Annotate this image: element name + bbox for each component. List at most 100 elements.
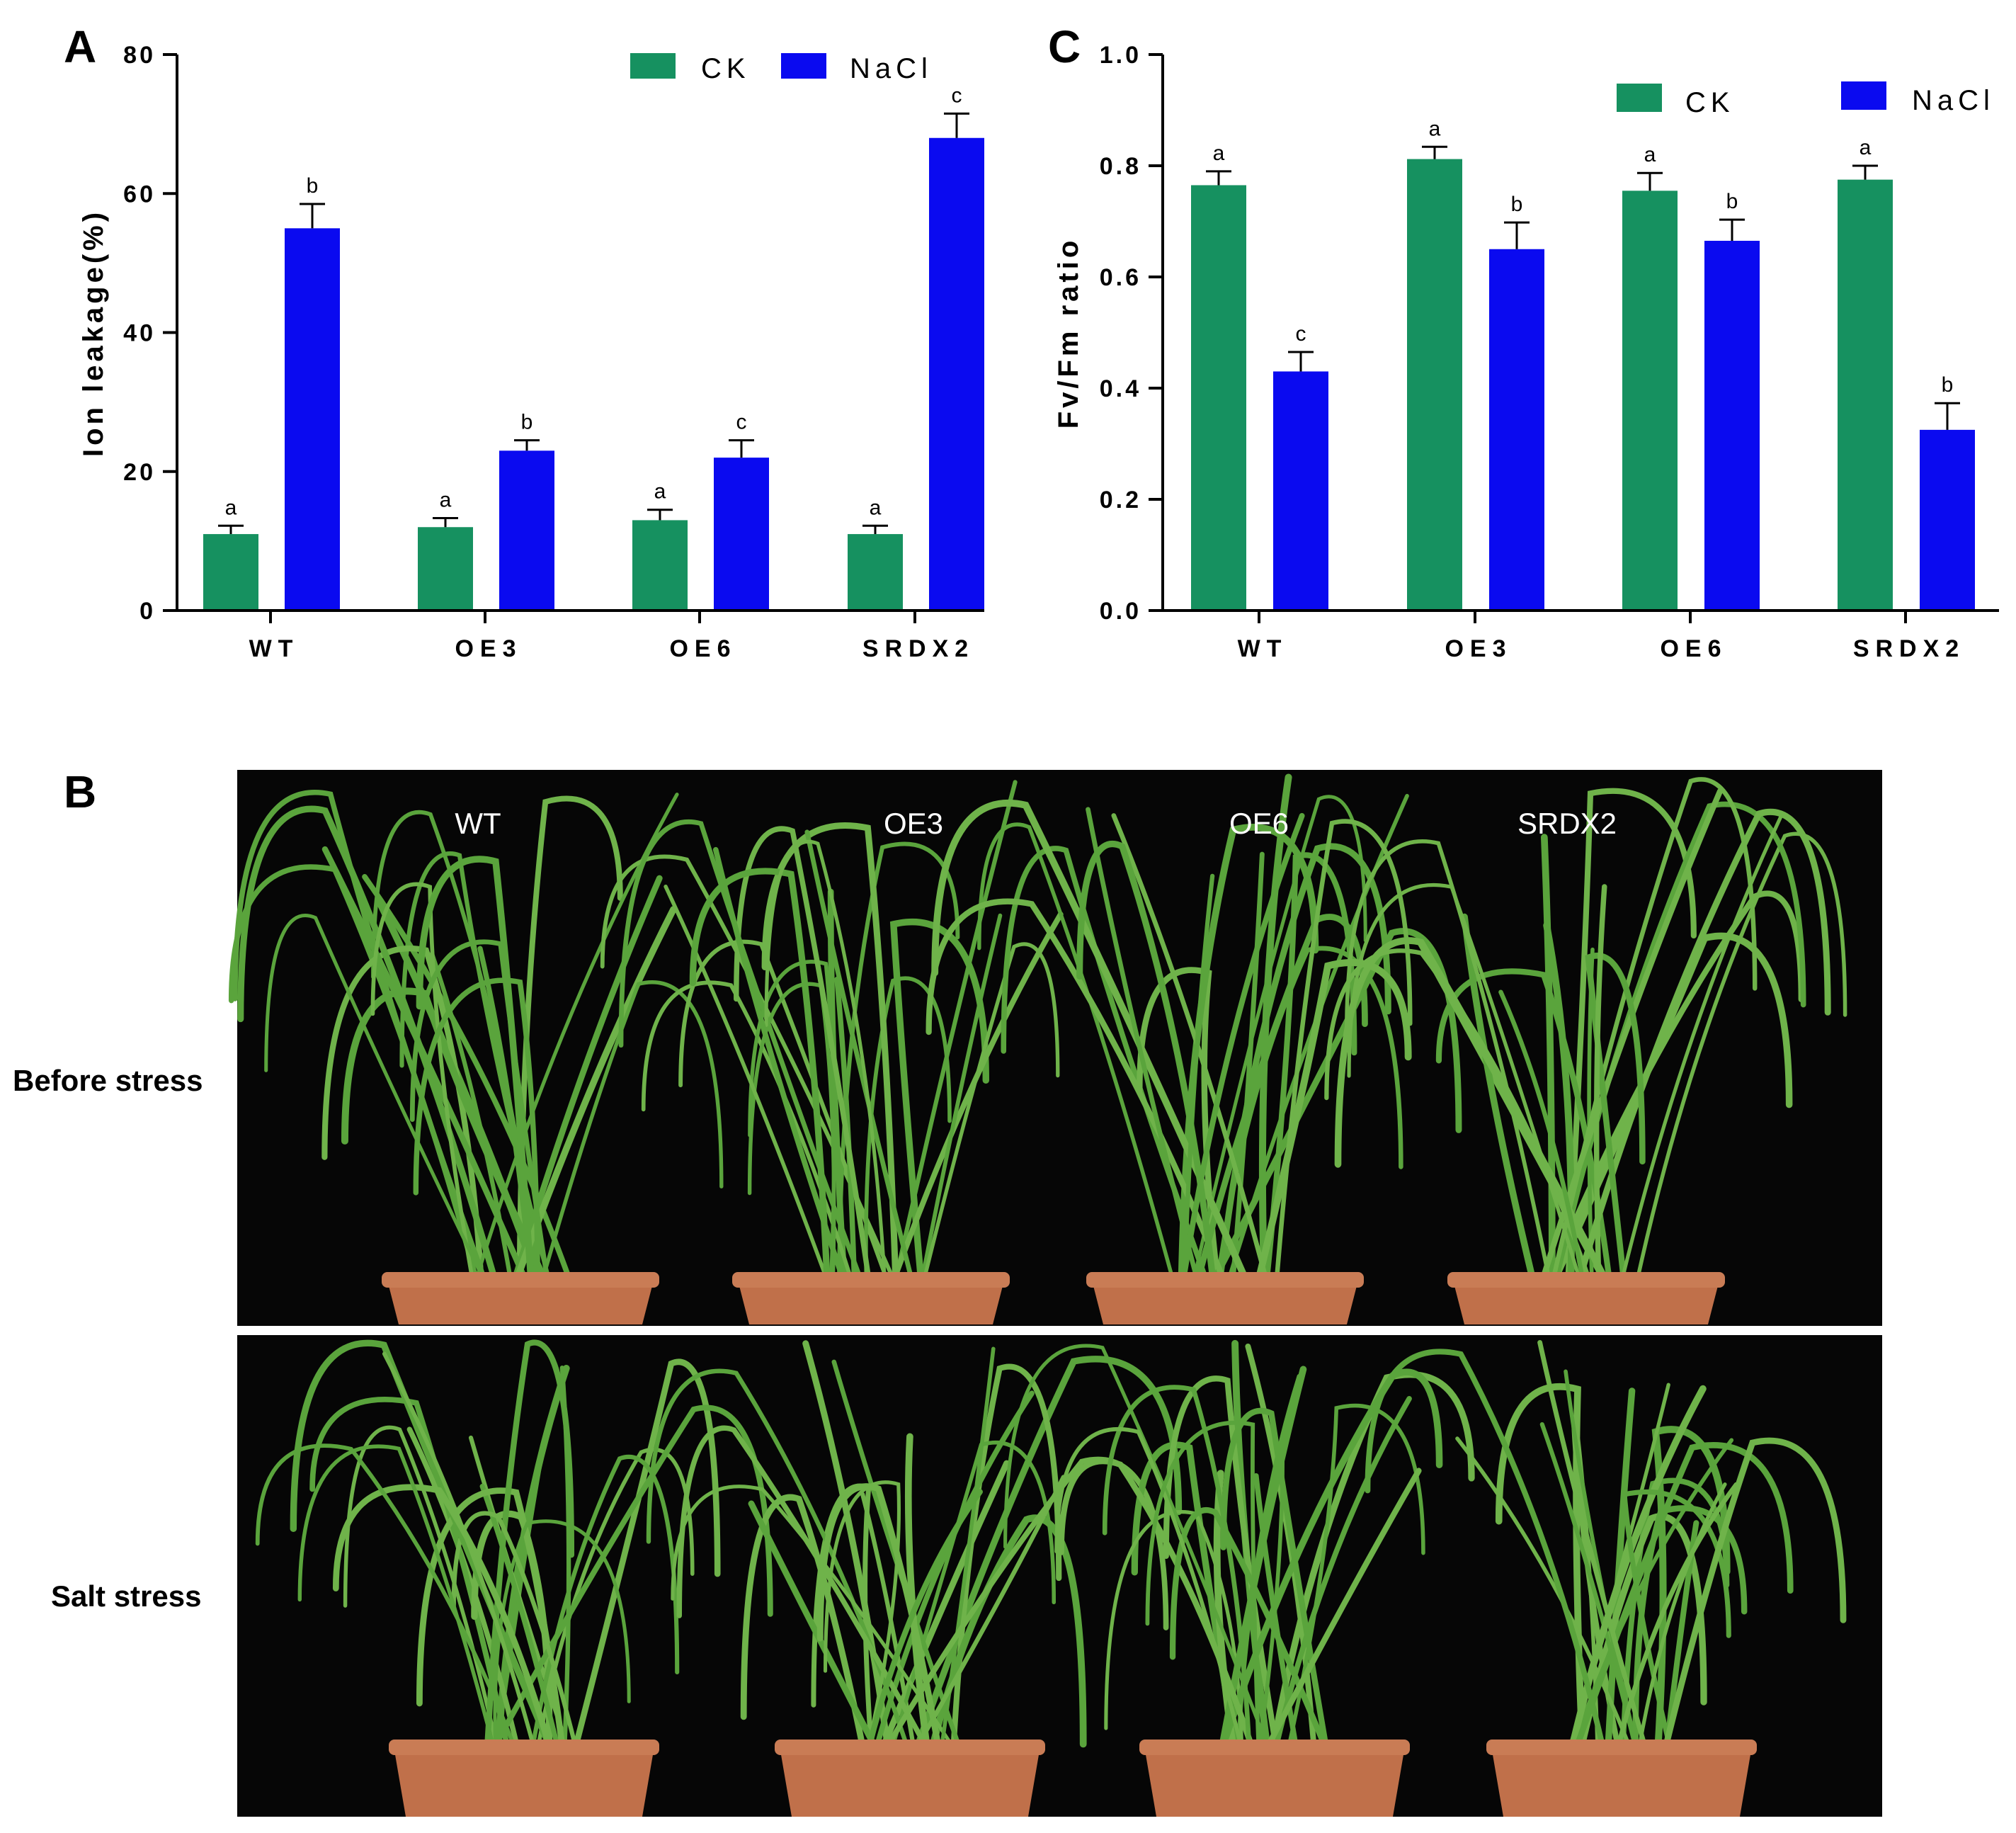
pot-salt-wt-rim [389, 1740, 659, 1755]
x-tick-label-wt: WT [1238, 635, 1288, 662]
y-tick-label: 20 [123, 459, 156, 486]
bar-ck-oe6 [632, 520, 688, 611]
x-tick-label-oe6: OE6 [1660, 635, 1727, 662]
photo-caption-srdx2: SRDX2 [1517, 807, 1617, 840]
bar-ck-oe3 [1407, 159, 1462, 611]
plant-salt-srdx2 [1365, 1339, 1847, 1753]
bar-nacl-srdx2 [1920, 429, 1975, 611]
y-tick-label: 0.8 [1100, 153, 1141, 180]
significance-nacl-oe3: b [1511, 193, 1523, 216]
x-tick-label-oe6: OE6 [669, 635, 736, 662]
legend-swatch-nacl [1841, 81, 1886, 110]
bars-group [203, 137, 984, 611]
significance-nacl-wt: c [1296, 322, 1306, 346]
significance-ck-oe6: a [654, 480, 666, 504]
pot-before-oe3-rim [732, 1272, 1010, 1288]
bar-ck-srdx2 [1838, 179, 1893, 611]
y-tick-label: 1.0 [1100, 42, 1141, 69]
y-ticks-group: 0 20 40 60 80 [123, 42, 177, 625]
bars-group [1191, 159, 1975, 611]
y-tick-label: 0 [139, 598, 156, 625]
legend-swatch-ck [1617, 84, 1662, 112]
x-tick-label-srdx2: SRDX2 [862, 635, 974, 662]
significance-labels-group: a a a a b b c c [225, 84, 962, 519]
y-tick-label: 80 [123, 42, 156, 69]
chart-ion-leakage: a a a a b b c c 0 20 40 60 80 WT OE3 OE6 SRDX2 Ion lea… [78, 42, 984, 662]
photo-caption-oe3: OE3 [884, 807, 943, 840]
row-label-before-stress: Before stress [13, 1064, 203, 1097]
legend-label-ck: CK [701, 53, 751, 84]
significance-nacl-srdx2: b [1942, 373, 1954, 397]
bar-nacl-wt [285, 228, 340, 611]
panel-label-c: C [1048, 21, 1081, 72]
plant-salt-wt [255, 1339, 773, 1753]
plants-illustration [228, 773, 1882, 1817]
bar-ck-srdx2 [848, 534, 903, 611]
y-ticks-group: 0.0 0.2 0.4 0.6 0.8 1.0 [1100, 42, 1163, 625]
bar-ck-wt [1191, 185, 1246, 611]
significance-ck-oe6: a [1644, 143, 1656, 166]
pot-salt-srdx2 [1491, 1742, 1753, 1817]
pot-salt-oe6 [1144, 1742, 1406, 1817]
y-axis-label: Fv/Fm ratio [1053, 237, 1084, 429]
y-tick-label: 60 [123, 181, 156, 208]
bar-ck-oe3 [418, 527, 473, 611]
x-tick-label-wt: WT [249, 635, 300, 662]
pot-salt-oe3-rim [775, 1740, 1045, 1755]
significance-nacl-srdx2: c [952, 84, 962, 107]
legend-swatch-nacl [781, 53, 826, 79]
bar-nacl-srdx2 [929, 137, 984, 611]
panel-label-b: B [64, 766, 96, 817]
x-tick-label-srdx2: SRDX2 [1853, 635, 1965, 662]
x-tick-label-oe3: OE3 [455, 635, 522, 662]
bar-ck-wt [203, 534, 258, 611]
significance-ck-oe3: a [1429, 117, 1441, 140]
plant-salt-oe6 [1003, 1339, 1475, 1753]
pot-salt-oe3 [779, 1742, 1041, 1817]
bar-nacl-oe6 [714, 458, 769, 611]
significance-ck-srdx2: a [870, 496, 882, 519]
plant-before-wt [228, 790, 724, 1286]
significance-ck-wt: a [1213, 142, 1225, 165]
pot-before-srdx2-rim [1447, 1272, 1725, 1288]
legend-label-ck: CK [1685, 87, 1735, 118]
bar-nacl-oe3 [1489, 249, 1544, 611]
significance-labels-group: a a a a c b b b [1213, 117, 1954, 397]
y-tick-label: 0.0 [1100, 598, 1141, 625]
y-tick-label: 0.4 [1100, 375, 1141, 402]
bar-nacl-wt [1273, 371, 1328, 611]
pot-salt-srdx2-rim [1486, 1740, 1757, 1755]
y-tick-label: 0.2 [1100, 487, 1141, 513]
legend-label-nacl: NaCl [850, 53, 933, 84]
significance-ck-srdx2: a [1860, 136, 1872, 159]
panel-label-a: A [64, 21, 96, 72]
legend-label-nacl: NaCl [1912, 85, 1995, 116]
plant-salt-oe3 [646, 1340, 1183, 1753]
legend-swatch-ck [630, 53, 676, 79]
significance-nacl-oe3: b [521, 411, 533, 434]
significance-ck-wt: a [225, 496, 237, 519]
bar-nacl-oe6 [1704, 240, 1760, 611]
photo-caption-oe6: OE6 [1229, 807, 1289, 840]
pot-before-oe6-rim [1086, 1272, 1364, 1288]
photo-divider [237, 1326, 1882, 1335]
bar-ck-oe6 [1622, 191, 1678, 611]
photo-caption-wt: WT [455, 807, 501, 840]
significance-nacl-oe6: b [1726, 190, 1738, 213]
error-bars-group [1206, 145, 1960, 430]
x-ticks-group: WT OE3 OE6 SRDX2 [249, 611, 974, 662]
bar-nacl-oe3 [499, 450, 554, 611]
significance-nacl-oe6: c [736, 411, 747, 434]
y-axis-label: Ion leakage(%) [78, 209, 109, 457]
pot-before-wt-rim [382, 1272, 659, 1288]
chart-fv-fm: a a a a c b b b 0.0 0.2 0.4 0.6 0.8 1.0 WT OE3 OE6 SRDX… [1053, 42, 1999, 662]
error-bars-group [218, 112, 969, 535]
y-tick-label: 40 [123, 320, 156, 347]
plant-before-srdx2 [1324, 777, 1847, 1286]
legend: CK NaCl [1617, 81, 1995, 118]
x-ticks-group: WT OE3 OE6 SRDX2 [1238, 611, 1965, 662]
plant-before-oe3 [600, 780, 1064, 1286]
pot-salt-wt [393, 1742, 655, 1817]
